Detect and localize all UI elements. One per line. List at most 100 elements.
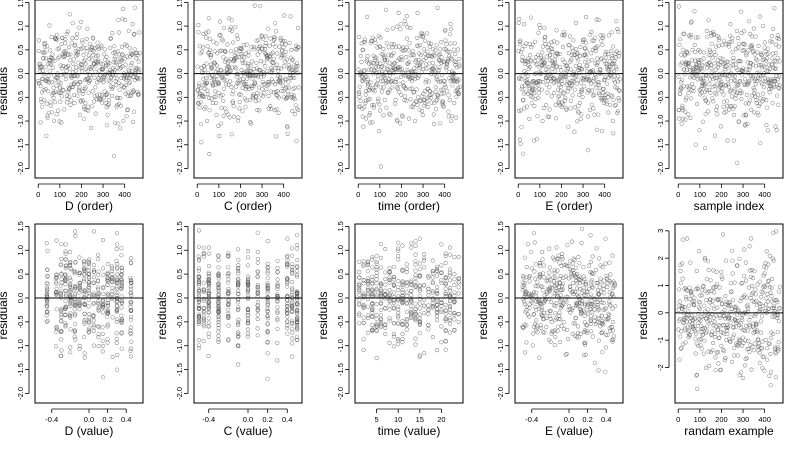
y-tick-label: -2.0 [656,162,665,175]
data-point [82,321,87,326]
data-point [395,24,400,29]
data-point [279,89,284,94]
data-point [136,91,141,96]
data-point [367,112,372,117]
y-tick-label: -1.0 [496,115,505,128]
data-point [75,74,80,79]
data-point [426,303,431,308]
data-point [565,336,571,342]
data-point [406,48,411,53]
data-point [753,34,758,39]
data-point [570,93,575,98]
data-point [605,284,610,290]
data-point [368,60,374,65]
data-point [394,85,399,90]
x-tick-label: 200 [395,190,408,199]
data-point [721,99,726,104]
data-point [378,35,383,40]
data-point [91,318,96,323]
data-point [114,246,119,251]
data-point [395,86,400,91]
data-point [405,25,410,30]
data-point [769,294,774,299]
data-point [447,278,453,283]
data-point [198,85,203,91]
data-point [536,95,541,100]
data-point [611,334,616,339]
data-point [443,85,448,90]
data-point [563,70,568,75]
data-point [433,85,438,90]
data-point [97,92,102,97]
data-point [730,248,735,253]
data-point [379,64,384,70]
y-tick-label: 1.0 [175,245,184,255]
points-group [676,4,782,165]
data-point [361,337,366,342]
data-point [375,77,380,82]
data-point [73,68,78,73]
data-point [443,27,448,32]
data-point [236,300,241,305]
data-point [414,58,419,63]
data-point [250,76,255,81]
y-tick-label: 1.0 [336,245,345,255]
data-point [365,269,371,274]
data-point [386,90,391,96]
data-point [376,74,381,79]
data-point [290,336,295,341]
data-point [70,36,75,41]
data-point [424,95,429,100]
data-point [747,79,752,84]
data-point [713,67,718,72]
data-point [767,253,772,259]
data-point [128,354,134,359]
data-point [71,57,76,62]
data-point [91,275,96,280]
data-point [377,44,382,49]
data-point [518,38,523,43]
data-point [289,48,294,53]
data-point [115,290,120,295]
data-point [410,49,415,54]
data-point [100,343,105,348]
data-point [398,74,404,80]
data-point [390,26,395,31]
data-point [217,80,222,85]
data-point [614,67,619,72]
data-point [573,20,578,26]
data-point [607,260,612,265]
data-point [54,329,59,334]
data-point [439,91,444,96]
data-point [713,368,718,373]
data-point [688,115,693,120]
data-point [277,44,282,49]
y-tick-label: -2.0 [336,162,345,175]
data-point [45,44,50,49]
data-point [282,13,287,18]
x-axis-label: E (value) [545,424,593,438]
data-point [245,334,250,339]
data-point [80,91,85,96]
data-point [206,324,211,329]
data-point [210,72,215,77]
data-point [575,324,581,329]
data-point [56,108,61,113]
y-tick-label: 0.5 [496,269,505,279]
data-point [78,99,83,104]
data-point [417,261,422,266]
y-tick-label: 0.0 [175,68,184,78]
data-point [381,52,386,57]
y-tick-label: -1.5 [496,363,505,376]
data-point [293,112,298,117]
data-point [101,291,106,296]
data-point [764,249,769,254]
data-point [756,348,761,353]
data-point [361,47,366,52]
data-point [54,83,59,88]
data-point [434,98,439,103]
data-point [727,107,732,112]
data-point [119,83,124,88]
data-point [617,98,622,103]
